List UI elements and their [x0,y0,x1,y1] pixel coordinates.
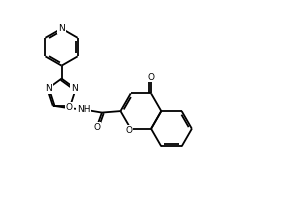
Text: N: N [71,84,78,93]
Text: O: O [93,123,100,132]
Text: N: N [45,84,52,93]
Text: O: O [66,103,73,112]
Text: O: O [126,126,133,135]
Text: N: N [58,24,65,33]
Text: O: O [148,73,154,82]
Text: NH: NH [77,105,91,114]
